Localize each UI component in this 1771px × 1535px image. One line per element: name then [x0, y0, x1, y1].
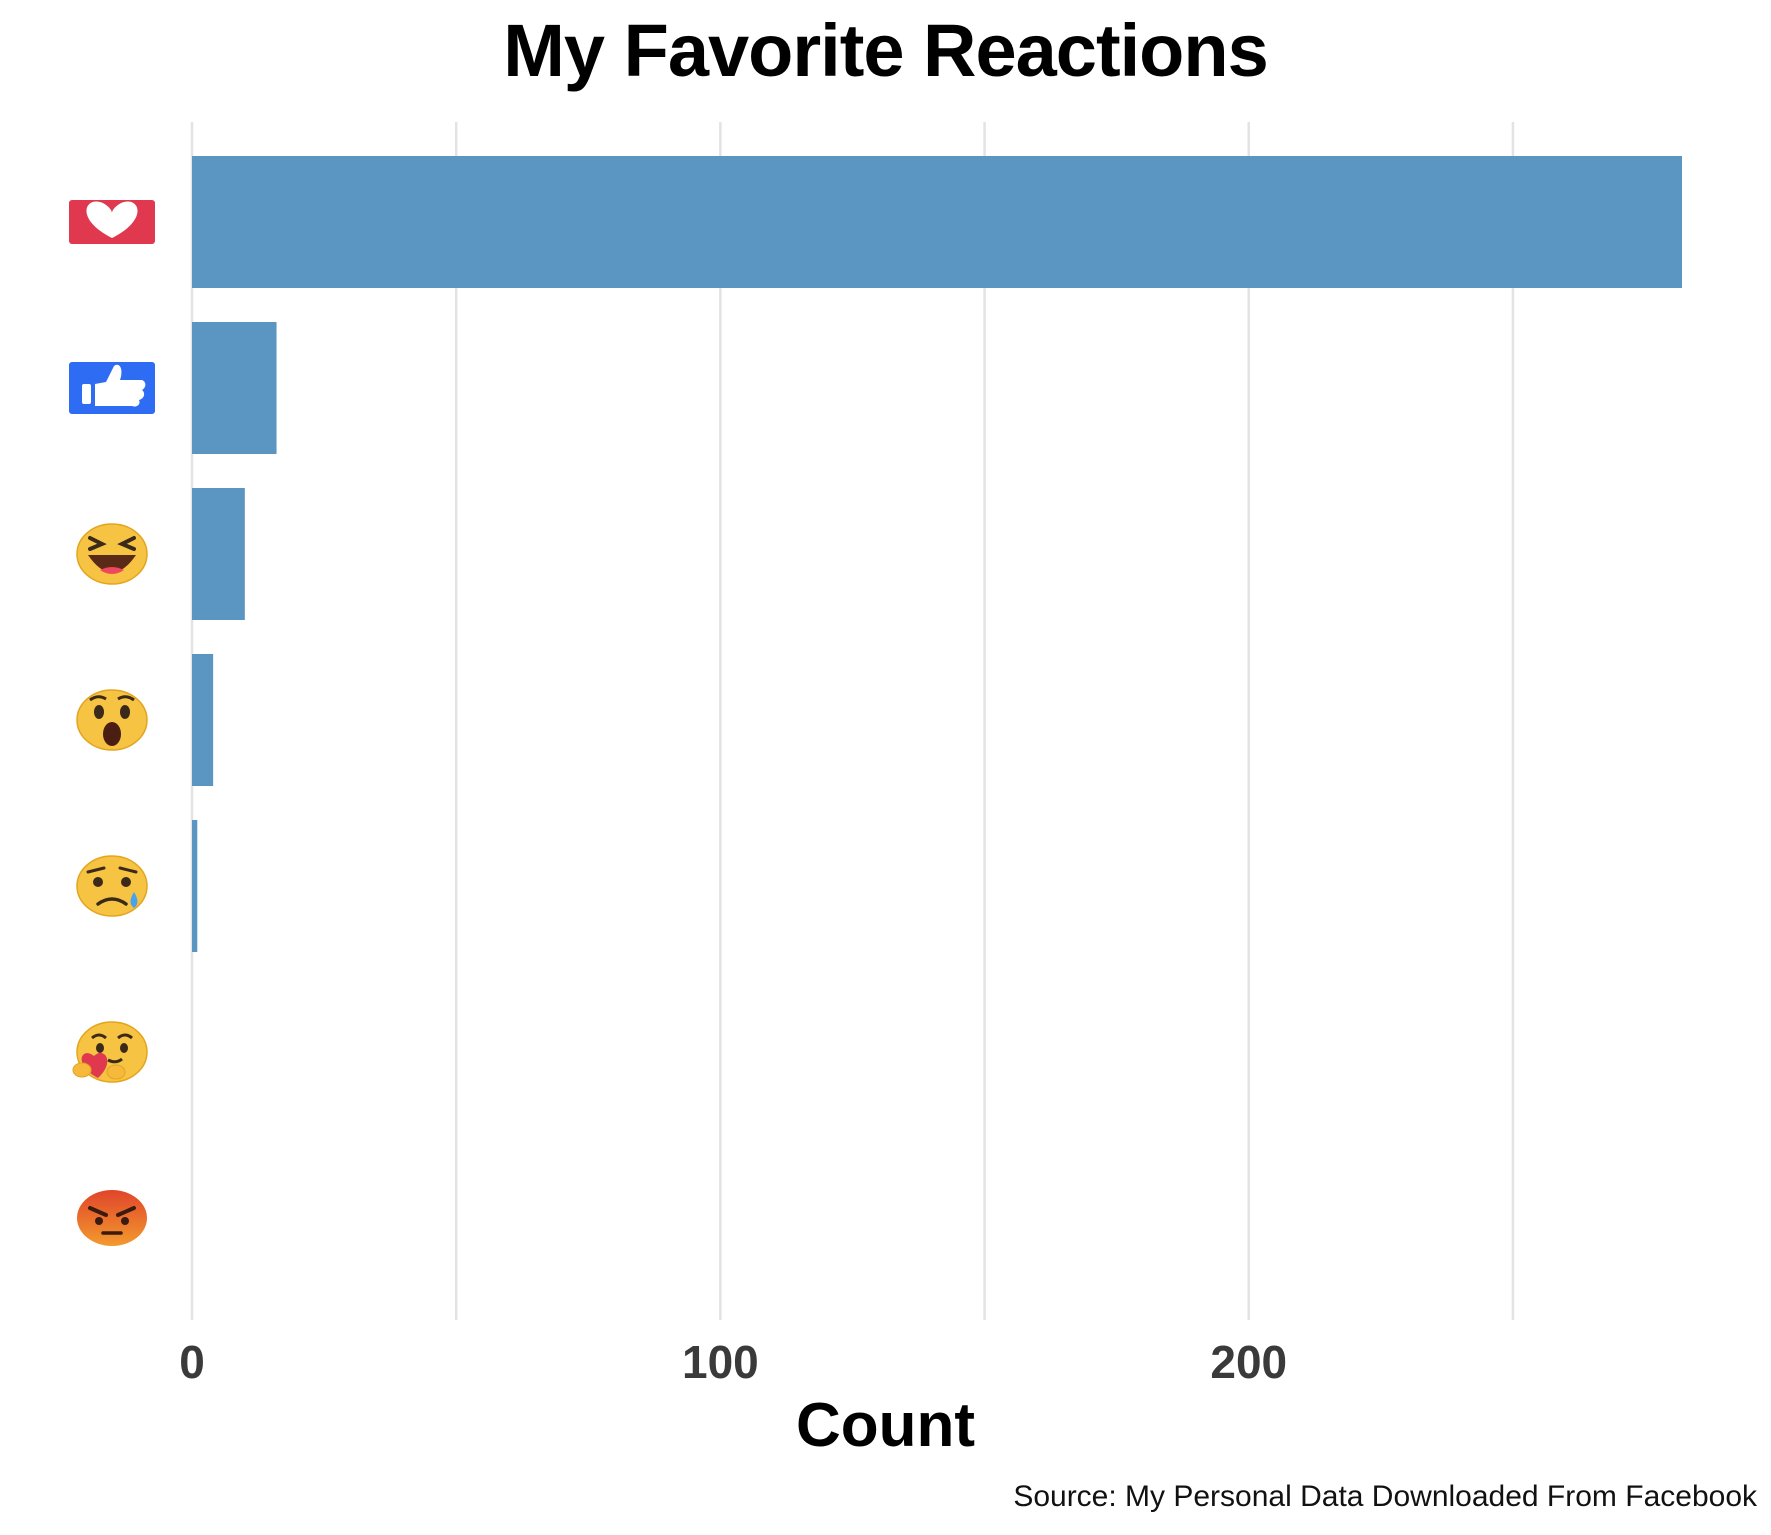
gridlines [190, 122, 1515, 1320]
sad-face-icon [76, 855, 148, 917]
bar-love [192, 156, 1682, 288]
x-tick-label: 0 [179, 1336, 205, 1388]
laughing-face-icon [76, 523, 148, 585]
bars [192, 156, 1682, 952]
bar-haha [192, 488, 245, 620]
thumbs-up-icon [69, 362, 155, 414]
x-tick-label: 200 [1210, 1336, 1287, 1388]
chart-title: My Favorite Reactions [503, 9, 1268, 92]
surprised-face-icon [76, 689, 148, 751]
x-tick-labels: 0 100 200 [179, 1336, 1287, 1388]
bar-sad [192, 820, 198, 952]
heart-icon [69, 200, 155, 244]
x-tick-label: 100 [682, 1336, 759, 1388]
source-caption: Source: My Personal Data Downloaded From… [1013, 1480, 1757, 1513]
x-axis-title: Count [795, 1391, 976, 1460]
bar-wow [192, 654, 214, 786]
category-icons [69, 200, 155, 1246]
angry-face-icon [77, 1190, 147, 1246]
care-hug-face-icon [72, 1021, 148, 1083]
bar-like [192, 322, 277, 454]
